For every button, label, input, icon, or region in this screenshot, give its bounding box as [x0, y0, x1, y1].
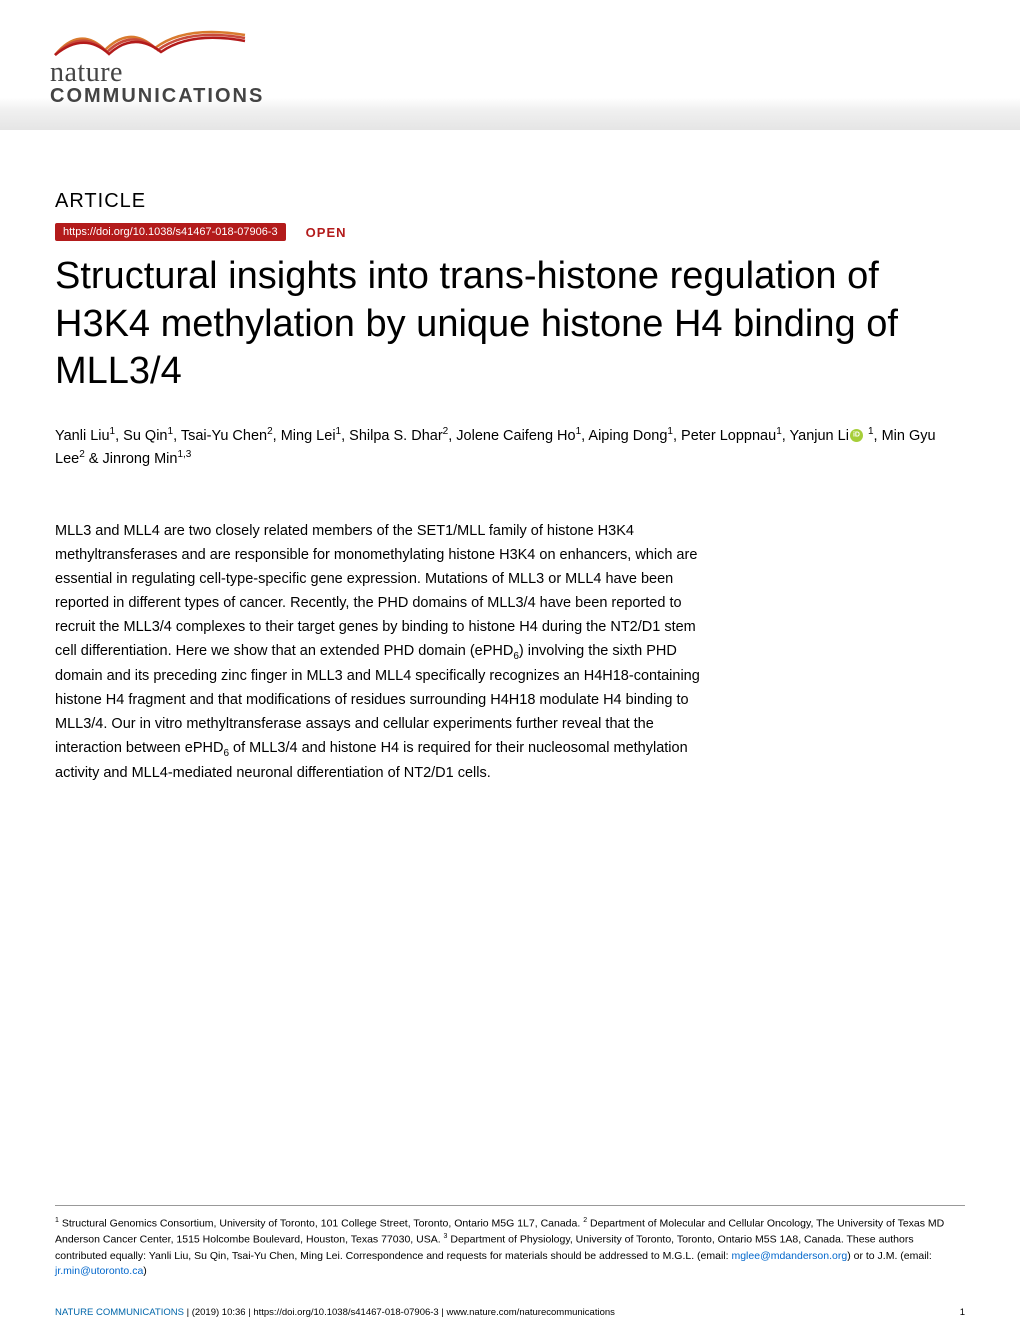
email-link-mglee[interactable]: mglee@mdanderson.org [731, 1250, 847, 1262]
affiliations-block: 1 Structural Genomics Consortium, Univer… [55, 1205, 965, 1280]
logo-text-communications: COMMUNICATIONS [50, 85, 310, 108]
open-access-label: OPEN [306, 225, 347, 240]
orcid-icon [850, 429, 863, 442]
email-link-jrmin[interactable]: jr.min@utoronto.ca [55, 1265, 143, 1277]
footer-page-number: 1 [960, 1307, 965, 1318]
footer-journal-label: NATURE COMMUNICATIONS [55, 1307, 184, 1318]
article-content: ARTICLE https://doi.org/10.1038/s41467-0… [0, 130, 1020, 786]
logo-swoosh-icon [50, 20, 250, 60]
author-list: Yanli Liu1, Su Qin1, Tsai-Yu Chen2, Ming… [55, 424, 965, 471]
doi-badge[interactable]: https://doi.org/10.1038/s41467-018-07906… [55, 223, 286, 241]
article-title: Structural insights into trans-histone r… [55, 253, 965, 396]
footer-citation: NATURE COMMUNICATIONS | (2019) 10:36 | h… [55, 1307, 615, 1318]
footer-citation-text: | (2019) 10:36 | https://doi.org/10.1038… [187, 1307, 615, 1318]
article-section-label: ARTICLE [55, 190, 965, 213]
doi-row: https://doi.org/10.1038/s41467-018-07906… [55, 223, 965, 241]
abstract-text: MLL3 and MLL4 are two closely related me… [55, 520, 705, 786]
journal-logo: nature COMMUNICATIONS [50, 20, 310, 110]
journal-header: nature COMMUNICATIONS [0, 0, 1020, 130]
page-footer: NATURE COMMUNICATIONS | (2019) 10:36 | h… [55, 1307, 965, 1318]
